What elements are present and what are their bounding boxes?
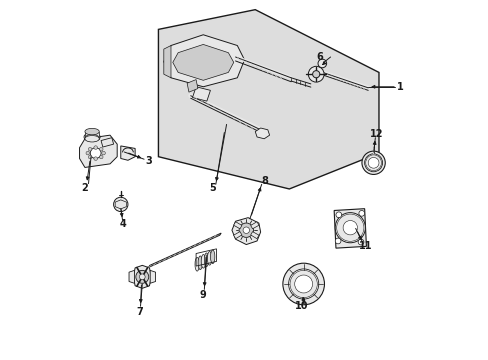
Circle shape xyxy=(239,223,253,237)
Polygon shape xyxy=(255,128,269,139)
Ellipse shape xyxy=(207,252,211,265)
Text: 6: 6 xyxy=(316,52,323,62)
Circle shape xyxy=(88,147,92,151)
Polygon shape xyxy=(231,218,260,244)
Polygon shape xyxy=(250,231,259,239)
Ellipse shape xyxy=(210,250,214,264)
Polygon shape xyxy=(150,270,155,283)
Circle shape xyxy=(312,71,319,78)
Ellipse shape xyxy=(84,132,100,141)
Circle shape xyxy=(243,227,249,233)
Circle shape xyxy=(282,263,324,305)
Polygon shape xyxy=(115,200,126,209)
Circle shape xyxy=(99,147,103,151)
Circle shape xyxy=(88,155,92,159)
Circle shape xyxy=(117,201,124,208)
Circle shape xyxy=(113,197,128,212)
Ellipse shape xyxy=(198,256,202,270)
Polygon shape xyxy=(158,10,378,189)
Circle shape xyxy=(94,146,97,149)
Polygon shape xyxy=(333,209,366,248)
Circle shape xyxy=(102,151,105,155)
Circle shape xyxy=(94,157,97,161)
Circle shape xyxy=(136,270,148,283)
Circle shape xyxy=(294,275,312,293)
Text: 7: 7 xyxy=(136,307,143,316)
Polygon shape xyxy=(148,233,221,267)
Circle shape xyxy=(335,238,340,244)
Text: 12: 12 xyxy=(369,129,383,139)
Ellipse shape xyxy=(85,135,99,142)
Text: 5: 5 xyxy=(208,183,215,193)
Circle shape xyxy=(358,211,364,216)
Polygon shape xyxy=(101,138,113,147)
Circle shape xyxy=(99,155,103,159)
Circle shape xyxy=(343,221,357,235)
Circle shape xyxy=(335,213,365,243)
Text: 1: 1 xyxy=(396,82,403,93)
Circle shape xyxy=(317,59,326,68)
Circle shape xyxy=(288,269,318,299)
Polygon shape xyxy=(192,87,210,101)
Polygon shape xyxy=(85,132,99,139)
Ellipse shape xyxy=(204,253,208,267)
Text: 2: 2 xyxy=(81,183,88,193)
Ellipse shape xyxy=(365,155,381,171)
Circle shape xyxy=(289,270,317,298)
Circle shape xyxy=(86,151,89,155)
Polygon shape xyxy=(250,222,259,229)
Circle shape xyxy=(90,148,101,158)
Text: 3: 3 xyxy=(145,156,151,166)
Polygon shape xyxy=(187,80,198,92)
Ellipse shape xyxy=(85,129,99,135)
Polygon shape xyxy=(233,231,242,239)
Circle shape xyxy=(139,274,145,280)
Ellipse shape xyxy=(367,157,378,168)
Circle shape xyxy=(357,239,363,245)
Polygon shape xyxy=(172,44,233,80)
Circle shape xyxy=(336,214,363,241)
Ellipse shape xyxy=(201,255,205,268)
Polygon shape xyxy=(133,265,151,288)
Polygon shape xyxy=(163,35,244,87)
Ellipse shape xyxy=(85,134,99,141)
Ellipse shape xyxy=(195,257,199,271)
Text: 4: 4 xyxy=(120,219,126,229)
Polygon shape xyxy=(233,222,242,229)
Polygon shape xyxy=(129,270,134,283)
Polygon shape xyxy=(121,146,135,160)
Circle shape xyxy=(308,66,324,82)
Text: 10: 10 xyxy=(295,301,308,311)
Ellipse shape xyxy=(361,151,385,175)
Polygon shape xyxy=(163,45,171,78)
Polygon shape xyxy=(80,135,117,167)
Text: 9: 9 xyxy=(200,290,206,300)
Circle shape xyxy=(335,212,341,218)
Text: 11: 11 xyxy=(358,241,372,251)
Ellipse shape xyxy=(364,154,382,172)
Text: 8: 8 xyxy=(262,176,268,186)
